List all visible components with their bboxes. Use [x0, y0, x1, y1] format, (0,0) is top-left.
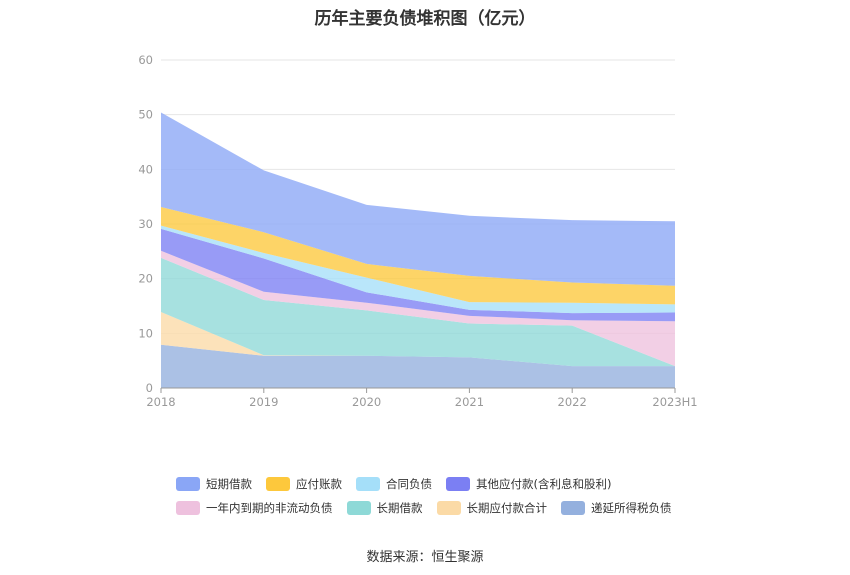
legend-label: 其他应付款(含利息和股利)	[476, 477, 612, 491]
legend-item[interactable]: 长期应付款合计	[436, 500, 548, 516]
area-series[interactable]	[161, 257, 675, 367]
chart-legend: 短期借款 应付账款 合同负债 其他应付款(含利息和股利) 一年内到期的非流动负债 长期借…	[176, 472, 736, 520]
legend-label: 合同负债	[386, 477, 432, 491]
area-series[interactable]	[161, 344, 675, 388]
x-tick-label: 2022	[558, 395, 587, 409]
x-tick-label: 2021	[455, 395, 484, 409]
legend-swatch	[446, 477, 470, 491]
area-series[interactable]	[161, 228, 675, 322]
area-series[interactable]	[161, 225, 675, 314]
x-tick-label: 2019	[249, 395, 278, 409]
legend-item[interactable]: 短期借款	[176, 476, 252, 492]
legend-item[interactable]: 其他应付款(含利息和股利)	[446, 476, 611, 492]
y-tick-label: 20	[138, 272, 153, 286]
legend-label: 一年内到期的非流动负债	[206, 501, 333, 515]
legend-item[interactable]: 合同负债	[356, 476, 432, 492]
area-series[interactable]	[161, 207, 675, 305]
legend-label: 长期借款	[376, 501, 423, 515]
legend-item[interactable]: 长期借款	[346, 500, 423, 516]
x-tick-label: 2020	[352, 395, 381, 409]
legend-swatch	[356, 477, 380, 491]
legend-item[interactable]: 递延所得税负债	[561, 500, 672, 516]
legend-swatch	[176, 501, 200, 515]
data-source-note: 数据来源：恒生聚源	[366, 550, 484, 565]
x-tick-label: 2018	[146, 395, 175, 409]
x-tick-label: 2023H1	[652, 395, 697, 409]
chart-title: 历年主要负债堆积图（亿元）	[314, 9, 536, 29]
legend-swatch	[436, 501, 461, 515]
chart-plot: 0 10 20 30 40 50 60 2018 2019 2020 2021 2022 2023H1	[138, 53, 697, 409]
legend-label: 应付账款	[296, 477, 342, 491]
legend-swatch	[561, 501, 585, 515]
area-series[interactable]	[161, 112, 675, 286]
legend-label: 长期应付款合计	[466, 501, 548, 515]
legend-label: 短期借款	[206, 477, 252, 491]
y-tick-label: 30	[138, 217, 153, 231]
y-tick-label: 0	[146, 381, 153, 395]
y-tick-label: 10	[138, 326, 153, 340]
y-tick-label: 60	[138, 53, 153, 67]
legend-item[interactable]: 应付账款	[266, 476, 342, 492]
legend-label: 递延所得税负债	[591, 501, 672, 515]
legend-swatch	[266, 477, 290, 491]
y-tick-label: 50	[138, 108, 153, 122]
y-tick-label: 40	[138, 162, 153, 176]
legend-item[interactable]: 一年内到期的非流动负债	[176, 500, 333, 516]
legend-swatch	[346, 501, 371, 515]
legend-swatch	[176, 477, 200, 491]
